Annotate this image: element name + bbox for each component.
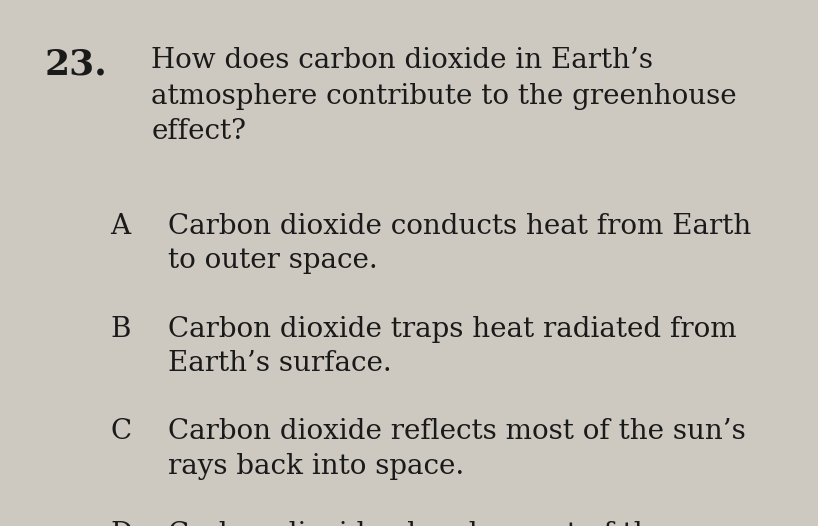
Text: Carbon dioxide conducts heat from Earth
to outer space.: Carbon dioxide conducts heat from Earth … — [168, 213, 751, 275]
Text: D: D — [110, 521, 133, 526]
Text: How does carbon dioxide in Earth’s
atmosphere contribute to the greenhouse
effec: How does carbon dioxide in Earth’s atmos… — [151, 47, 737, 145]
Text: Carbon dioxide absorbs most of the
sunlight that reaches Earth’s atmosphere.: Carbon dioxide absorbs most of the sunli… — [168, 521, 762, 526]
Text: Carbon dioxide reflects most of the sun’s
rays back into space.: Carbon dioxide reflects most of the sun’… — [168, 418, 745, 480]
Text: C: C — [110, 418, 132, 445]
Text: Carbon dioxide traps heat radiated from
Earth’s surface.: Carbon dioxide traps heat radiated from … — [168, 316, 736, 377]
Text: 23.: 23. — [45, 47, 108, 82]
Text: B: B — [110, 316, 131, 342]
Text: A: A — [110, 213, 131, 240]
